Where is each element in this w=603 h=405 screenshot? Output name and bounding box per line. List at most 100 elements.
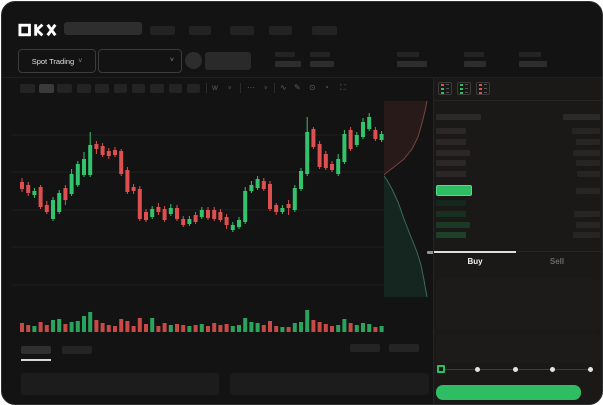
okx-logo[interactable]: [18, 23, 62, 37]
orderbook-bid-row[interactable]: [436, 232, 600, 239]
history-icon[interactable]: ◔: [324, 83, 329, 92]
slider-stop-dot[interactable]: [587, 367, 593, 372]
orderbook-header-price: [436, 114, 481, 120]
orderbook-bid-row[interactable]: [436, 200, 600, 206]
ask-price-bar: [436, 149, 470, 156]
coin-avatar: [185, 52, 202, 69]
footer-tab[interactable]: [62, 346, 92, 354]
volume-bar: [32, 326, 37, 332]
footer-action-pill[interactable]: [389, 344, 419, 352]
candle-style-selector[interactable]: ᴡ: [212, 83, 218, 92]
amount-percent-slider[interactable]: [434, 362, 602, 378]
orderbook-bid-row[interactable]: [436, 221, 600, 228]
interval-pill[interactable]: [169, 84, 182, 93]
market-type-selector[interactable]: Spot Trading ˅: [18, 49, 96, 73]
toolbar-divider: [206, 83, 207, 93]
interval-pill[interactable]: [150, 84, 164, 93]
fullscreen-icon[interactable]: ⛶: [340, 83, 346, 92]
interval-pill[interactable]: [39, 84, 54, 93]
candle-body: [156, 207, 161, 212]
buy-submit-button[interactable]: [436, 385, 581, 400]
volume-bar: [162, 323, 167, 332]
slider-stop-dot[interactable]: [512, 367, 518, 372]
footer-tab[interactable]: [21, 346, 51, 354]
interval-pill[interactable]: [132, 84, 145, 93]
orderbook-ask-row[interactable]: [436, 149, 600, 156]
volume-bar: [218, 325, 223, 332]
volume-bar: [330, 326, 334, 332]
nav-item-placeholder[interactable]: [312, 26, 337, 35]
candle-body: [38, 187, 43, 207]
chevron-down-icon[interactable]: ˅: [228, 86, 232, 92]
depth-asks-area: [384, 101, 427, 175]
depth-bids-area: [384, 176, 427, 297]
ticker-stat-value: [519, 61, 547, 67]
candle-body: [218, 212, 223, 220]
candle-body: [150, 209, 155, 217]
volume-bar: [237, 325, 241, 332]
orderbook-view-bids-icon[interactable]: [457, 82, 471, 95]
indicator-icon[interactable]: ∿: [280, 83, 287, 92]
overlay-selector[interactable]: ⋯: [247, 83, 255, 92]
orderbook-trade-panel: Buy Sell: [433, 78, 602, 404]
orderbook-ask-row[interactable]: [436, 128, 600, 134]
candle-body: [361, 122, 365, 137]
candle-body: [51, 200, 55, 219]
nav-item-placeholder[interactable]: [230, 26, 254, 35]
volume-bar: [261, 325, 266, 332]
draw-tool-icon[interactable]: ✎: [294, 83, 301, 92]
interval-pill[interactable]: [114, 84, 127, 93]
orderbook-ask-row[interactable]: [436, 138, 600, 145]
search-input[interactable]: [64, 22, 142, 35]
candle-body: [212, 210, 217, 219]
slider-stop-dot[interactable]: [549, 367, 555, 372]
interval-pill[interactable]: [187, 84, 200, 93]
candle-body: [82, 159, 86, 175]
price-input[interactable]: [436, 279, 600, 330]
interval-pill[interactable]: [77, 84, 91, 93]
volume-bar: [69, 322, 74, 332]
candle-body: [193, 215, 198, 222]
candle-body: [187, 219, 192, 224]
slider-stop-dot[interactable]: [474, 367, 480, 372]
depth-chart[interactable]: [384, 97, 434, 302]
nav-item-placeholder[interactable]: [269, 26, 292, 35]
candle-body: [137, 189, 142, 219]
order-form-tabs: Buy Sell: [434, 251, 602, 272]
candlestick-chart[interactable]: [12, 97, 384, 337]
slider-handle[interactable]: [437, 365, 445, 373]
orderbook-view-asks-icon[interactable]: [476, 82, 490, 95]
volume-bar: [20, 323, 24, 332]
trading-pair-selector[interactable]: ˅: [98, 49, 182, 73]
candle-body: [305, 132, 310, 174]
candle-body: [26, 185, 31, 193]
orderbook-last-price-row[interactable]: [436, 185, 600, 196]
interval-pill[interactable]: [57, 84, 72, 93]
chevron-down-icon: ˅: [78, 57, 83, 65]
nav-item-placeholder[interactable]: [189, 26, 211, 35]
chevron-down-icon: ˅: [169, 57, 174, 64]
volume-bar: [336, 325, 341, 332]
orderbook-view-both-icon[interactable]: [438, 82, 452, 95]
footer-content-panel: [21, 373, 219, 395]
footer-action-pill[interactable]: [350, 344, 380, 352]
ask-size-bar: [576, 138, 600, 145]
orderbook-ask-row[interactable]: [436, 171, 600, 178]
nav-item-placeholder[interactable]: [150, 26, 175, 35]
volume-bar: [323, 324, 328, 332]
orderbook-ask-row[interactable]: [436, 160, 600, 167]
interval-pill[interactable]: [20, 84, 35, 93]
interval-pill[interactable]: [95, 84, 109, 93]
candle-body: [348, 130, 353, 149]
chevron-down-icon[interactable]: ˅: [264, 86, 268, 92]
ticker-stat-label: [519, 52, 541, 57]
screenshot-icon[interactable]: ⊙: [309, 83, 316, 92]
volume-bar: [63, 324, 68, 332]
footer-active-tab-underline: [21, 359, 51, 361]
tab-sell[interactable]: Sell: [549, 256, 565, 266]
amount-input[interactable]: [436, 334, 600, 363]
orderbook-bid-row[interactable]: [436, 210, 600, 217]
tab-buy[interactable]: Buy: [467, 256, 483, 266]
